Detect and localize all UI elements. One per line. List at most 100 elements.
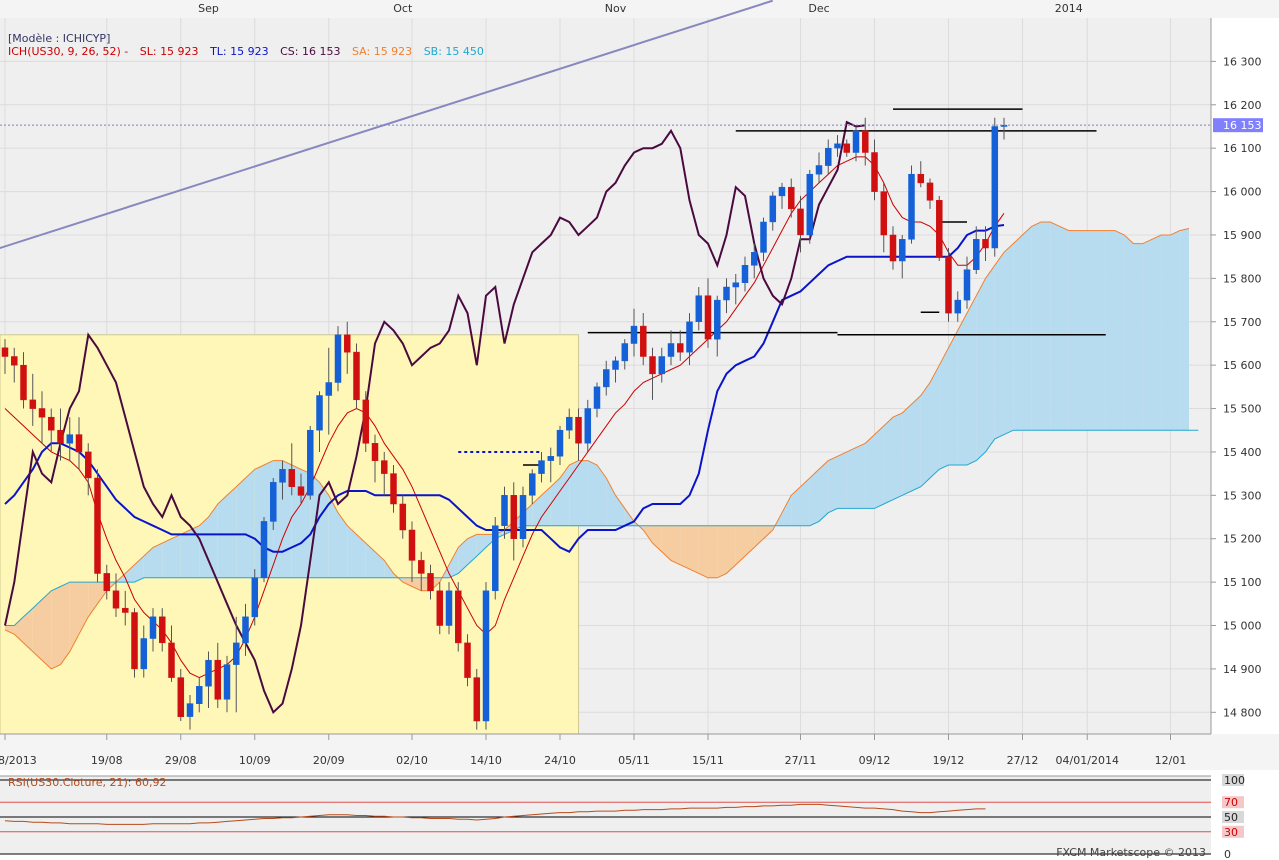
price-tick-label: 15 400	[1223, 446, 1262, 459]
candle-body	[843, 143, 851, 153]
kumo-segment	[846, 447, 856, 509]
candle-body	[149, 616, 157, 639]
date-tick-label: 05/11	[618, 754, 650, 767]
kumo-segment	[1004, 243, 1014, 435]
candle-body	[547, 456, 555, 461]
legend-ich: ICH(US30, 9, 26, 52) -	[8, 45, 128, 58]
kumo-segment	[476, 534, 486, 557]
candle-body	[260, 521, 268, 579]
candle-body	[566, 416, 573, 431]
kumo-segment	[930, 365, 940, 478]
candle-body	[279, 469, 286, 483]
candle-body	[704, 295, 712, 340]
candle-body	[806, 173, 814, 236]
price-tick-label: 15 900	[1223, 229, 1262, 242]
kumo-segment	[560, 465, 570, 526]
candle-body	[954, 299, 962, 314]
candle-body	[362, 399, 370, 444]
candle-body	[963, 269, 971, 301]
candle-body	[686, 321, 693, 353]
price-axis-background	[1211, 18, 1279, 734]
candle-body	[48, 416, 55, 431]
candle-body	[177, 677, 185, 717]
kumo-segment	[745, 525, 755, 557]
kumo-segment	[754, 525, 764, 548]
rsi-title: RSI(US30.Cloture, 21): 60,92	[8, 776, 166, 789]
kumo-segment	[1170, 230, 1180, 431]
candle-body	[926, 182, 934, 201]
kumo-segment	[180, 530, 190, 578]
candle-body	[945, 256, 952, 314]
candle-body	[251, 577, 259, 618]
candle-body	[603, 369, 610, 388]
candle-body	[371, 443, 379, 461]
candle-body	[186, 703, 194, 717]
month-label: 2014	[1055, 2, 1083, 15]
candle-body	[464, 642, 471, 678]
kumo-segment	[375, 551, 385, 578]
kumo-segment	[1152, 235, 1162, 431]
kumo-segment	[1059, 226, 1069, 431]
kumo-segment	[615, 495, 625, 526]
rsi-axis-label-bg	[1222, 796, 1244, 809]
kumo-segment	[1115, 230, 1125, 431]
senkou-a-line	[4, 221, 1190, 670]
rsi-axis-label: 70	[1224, 796, 1238, 809]
kumo-segment	[236, 478, 246, 578]
kumo-segment	[143, 547, 153, 578]
candle-body	[223, 664, 231, 700]
current-price-tag	[1213, 118, 1263, 133]
kumo-segment	[698, 525, 708, 578]
rsi-indicator: 100 70 50 30 0	[0, 774, 1245, 860]
kumo-segment	[384, 560, 394, 578]
kumo-segment	[680, 525, 690, 570]
date-tick-label: 02/08/2013	[0, 754, 37, 767]
month-label: Nov	[605, 2, 627, 15]
kumo-segment	[541, 486, 551, 526]
kumo-segment	[32, 599, 42, 661]
candle-body	[741, 265, 749, 283]
date-tick-label: 09/12	[859, 754, 891, 767]
rsi-axis-label: 0	[1224, 848, 1231, 860]
candle-body	[492, 525, 499, 592]
kumo-segment	[1031, 222, 1041, 431]
kumo-segment	[661, 525, 671, 561]
candle-body	[501, 495, 508, 526]
price-tick-label: 15 700	[1223, 316, 1262, 329]
price-tick-label: 14 800	[1223, 706, 1262, 719]
candle-body	[85, 451, 92, 479]
kumo-segment	[689, 525, 699, 574]
kumo-segment	[42, 590, 52, 669]
date-tick-label: 19/08	[91, 754, 123, 767]
kumo-segment	[328, 495, 338, 578]
kumo-segment	[569, 460, 579, 526]
kumo-segment	[1133, 243, 1143, 431]
candle-body	[353, 351, 360, 401]
date-tick-label: 27/11	[785, 754, 817, 767]
candle-body	[122, 607, 129, 613]
rsi-axis-label: 30	[1224, 826, 1238, 839]
candle-body	[29, 399, 37, 409]
kumo-segment	[227, 486, 237, 578]
candle-body	[131, 612, 138, 670]
candles	[1, 117, 1008, 730]
candle-body	[667, 343, 675, 357]
candle-body	[288, 469, 296, 487]
candle-body	[325, 382, 333, 396]
kumo-segment	[865, 434, 875, 509]
candle-body	[233, 642, 240, 665]
date-axis: 02/08/2013 19/08 29/08 10/09 20/09 02/10 14/10…	[0, 734, 1186, 767]
date-tick-label: 19/12	[933, 754, 965, 767]
candle-body	[57, 429, 64, 444]
legend-cs: CS: 16 153	[280, 45, 340, 58]
price-tick-label: 15 200	[1223, 533, 1262, 546]
kumo-segment	[671, 525, 681, 565]
kumo-segment	[819, 460, 829, 522]
kumo-segment	[587, 460, 597, 526]
date-axis-background	[0, 734, 1279, 770]
candle-body	[307, 429, 314, 496]
candle-body	[658, 356, 666, 375]
candle-body	[11, 356, 18, 366]
kumo-segment	[23, 608, 33, 652]
candle-body	[38, 408, 46, 418]
